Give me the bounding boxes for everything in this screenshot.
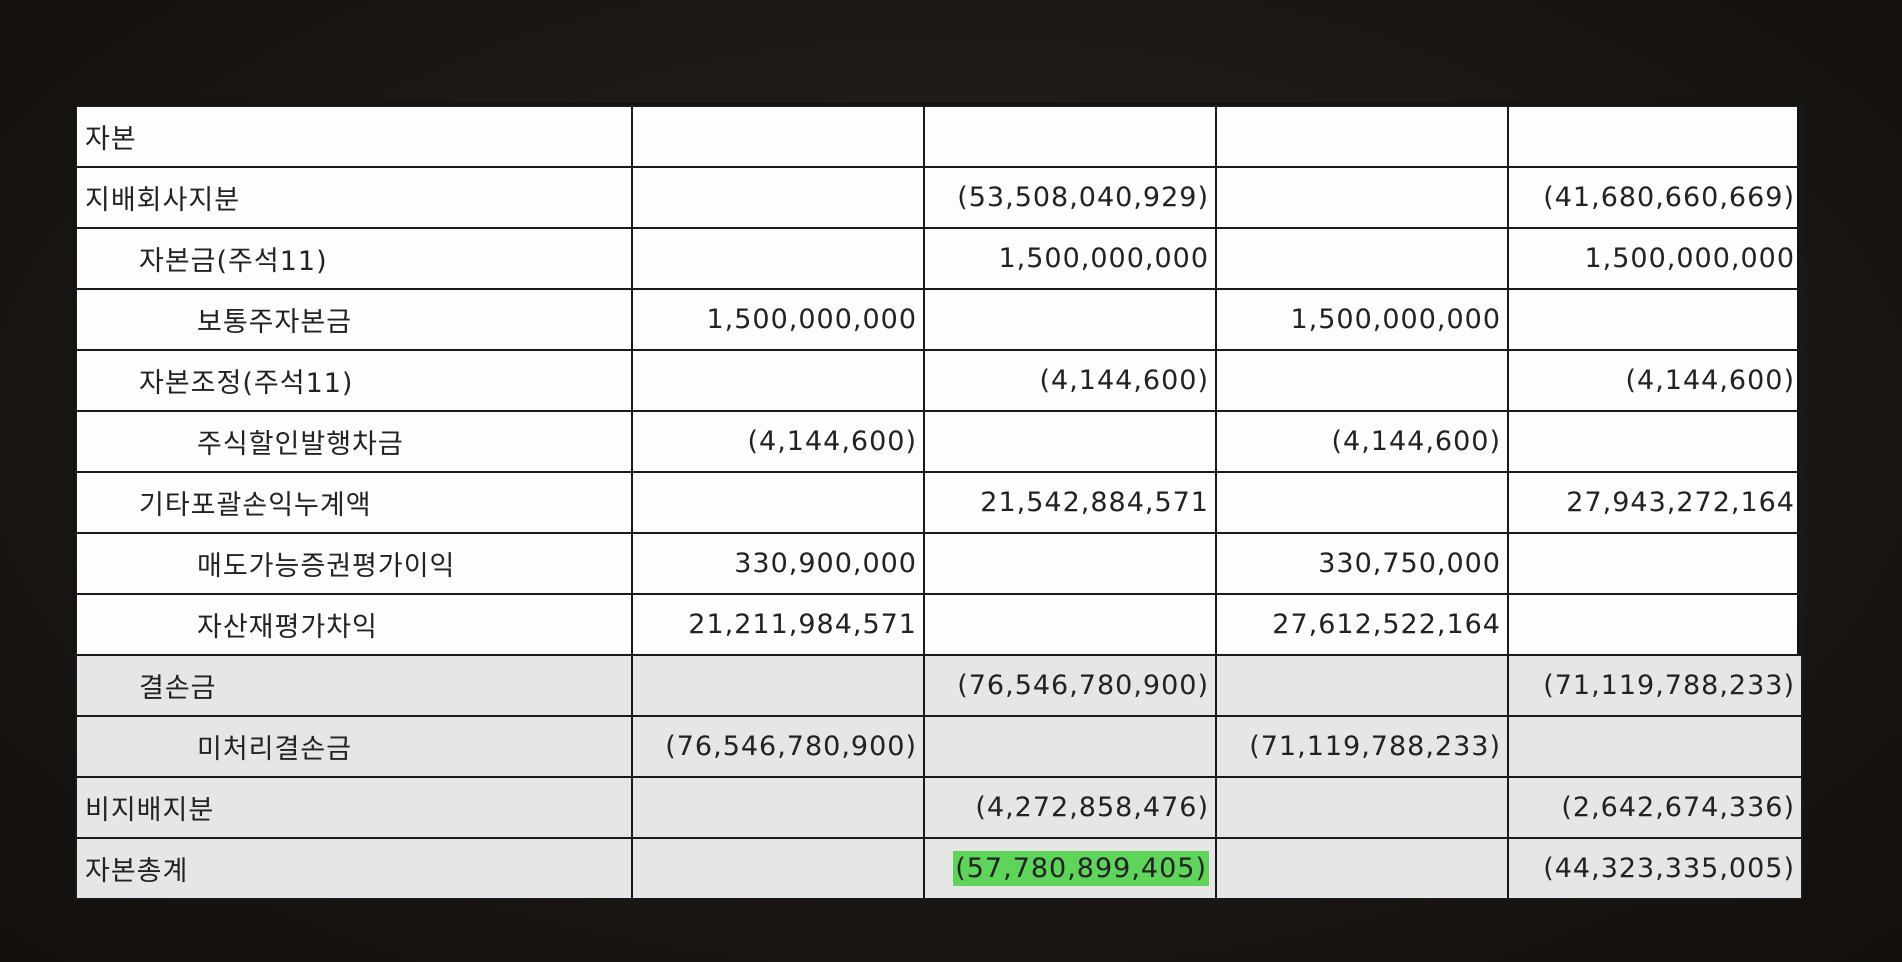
equity-table-body: 자본 지배회사지분 (53,508,040,929) (41,680,660,669)… <box>75 105 1803 900</box>
amount-cell-col4 <box>1507 410 1803 473</box>
table-row: 매도가능증권평가이익 330,900,000 330,750,000 <box>75 532 1803 595</box>
amount-cell-col1: 21,211,984,571 <box>631 593 925 656</box>
amount-cell-col1: (4,144,600) <box>631 410 925 473</box>
amount-cell-col4: (44,323,335,005) <box>1507 837 1803 900</box>
table-row: 자산재평가차익 21,211,984,571 27,612,522,164 <box>75 593 1803 656</box>
equity-statement-sheet: 자본 지배회사지분 (53,508,040,929) (41,680,660,669)… <box>73 103 1803 900</box>
row-label: 결손금 <box>75 654 633 717</box>
amount-cell-col4: 1,500,000,000 <box>1507 227 1803 290</box>
amount-cell-col1 <box>631 227 925 290</box>
amount-cell-col4: (4,144,600) <box>1507 349 1803 412</box>
amount-cell-col3 <box>1215 776 1509 839</box>
row-label: 자본조정(주석11) <box>75 349 633 412</box>
amount-cell-col4: (41,680,660,669) <box>1507 166 1803 229</box>
amount-cell-col2: (4,144,600) <box>923 349 1217 412</box>
table-row: 지배회사지분 (53,508,040,929) (41,680,660,669) <box>75 166 1803 229</box>
amount-cell-col1 <box>631 654 925 717</box>
amount-cell-col1 <box>631 471 925 534</box>
amount-cell-col2 <box>923 410 1217 473</box>
amount-cell-col2: 21,542,884,571 <box>923 471 1217 534</box>
amount-cell-col2: (57,780,899,405) <box>923 837 1217 900</box>
amount-cell-col3: (71,119,788,233) <box>1215 715 1509 778</box>
amount-cell-col2: 1,500,000,000 <box>923 227 1217 290</box>
equity-table: 자본 지배회사지분 (53,508,040,929) (41,680,660,669)… <box>75 105 1803 900</box>
amount-cell-col2 <box>923 593 1217 656</box>
amount-cell-col4: (2,642,674,336) <box>1507 776 1803 839</box>
amount-cell-col4 <box>1507 532 1803 595</box>
highlighted-total-amount: (57,780,899,405) <box>953 851 1209 886</box>
amount-cell-col1: 1,500,000,000 <box>631 288 925 351</box>
amount-cell-col3: 330,750,000 <box>1215 532 1509 595</box>
row-label: 비지배지분 <box>75 776 633 839</box>
amount-cell-col1 <box>631 776 925 839</box>
row-label: 지배회사지분 <box>75 166 633 229</box>
row-label: 기타포괄손익누계액 <box>75 471 633 534</box>
row-label: 매도가능증권평가이익 <box>75 532 633 595</box>
table-row: 자본금(주석11) 1,500,000,000 1,500,000,000 <box>75 227 1803 290</box>
amount-cell-col1: 330,900,000 <box>631 532 925 595</box>
amount-cell-col2: (53,508,040,929) <box>923 166 1217 229</box>
row-label: 자본금(주석11) <box>75 227 633 290</box>
amount-cell-col4 <box>1507 715 1803 778</box>
amount-cell-col2 <box>923 288 1217 351</box>
amount-cell-col1: (76,546,780,900) <box>631 715 925 778</box>
table-row: 자본총계 (57,780,899,405) (44,323,335,005) <box>75 837 1803 900</box>
amount-cell-col2 <box>923 532 1217 595</box>
amount-cell-col2 <box>923 105 1217 168</box>
amount-cell-col1 <box>631 349 925 412</box>
amount-cell-col3 <box>1215 471 1509 534</box>
amount-cell-col3 <box>1215 166 1509 229</box>
table-row: 비지배지분 (4,272,858,476) (2,642,674,336) <box>75 776 1803 839</box>
amount-cell-col4: (71,119,788,233) <box>1507 654 1803 717</box>
amount-cell-col3 <box>1215 654 1509 717</box>
amount-cell-col1 <box>631 837 925 900</box>
amount-cell-col3: 1,500,000,000 <box>1215 288 1509 351</box>
table-row: 보통주자본금 1,500,000,000 1,500,000,000 <box>75 288 1803 351</box>
amount-cell-col2 <box>923 715 1217 778</box>
amount-cell-col4 <box>1507 105 1803 168</box>
amount-cell-col2: (4,272,858,476) <box>923 776 1217 839</box>
amount-cell-col1 <box>631 105 925 168</box>
row-label: 보통주자본금 <box>75 288 633 351</box>
row-label: 자본총계 <box>75 837 633 900</box>
row-label: 미처리결손금 <box>75 715 633 778</box>
row-label: 자본 <box>75 105 633 168</box>
amount-cell-col2: (76,546,780,900) <box>923 654 1217 717</box>
table-row: 결손금 (76,546,780,900) (71,119,788,233) <box>75 654 1803 717</box>
amount-cell-col3 <box>1215 837 1509 900</box>
amount-cell-col4 <box>1507 593 1803 656</box>
amount-cell-col1 <box>631 166 925 229</box>
table-row: 기타포괄손익누계액 21,542,884,571 27,943,272,164 <box>75 471 1803 534</box>
amount-cell-col4: 27,943,272,164 <box>1507 471 1803 534</box>
amount-cell-col3 <box>1215 105 1509 168</box>
amount-cell-col3 <box>1215 349 1509 412</box>
amount-cell-col3: (4,144,600) <box>1215 410 1509 473</box>
row-label: 자산재평가차익 <box>75 593 633 656</box>
table-row: 자본 <box>75 105 1803 168</box>
table-row: 주식할인발행차금 (4,144,600) (4,144,600) <box>75 410 1803 473</box>
row-label: 주식할인발행차금 <box>75 410 633 473</box>
amount-cell-col3: 27,612,522,164 <box>1215 593 1509 656</box>
amount-cell-col4 <box>1507 288 1803 351</box>
table-row: 자본조정(주석11) (4,144,600) (4,144,600) <box>75 349 1803 412</box>
table-row: 미처리결손금 (76,546,780,900) (71,119,788,233) <box>75 715 1803 778</box>
amount-cell-col3 <box>1215 227 1509 290</box>
